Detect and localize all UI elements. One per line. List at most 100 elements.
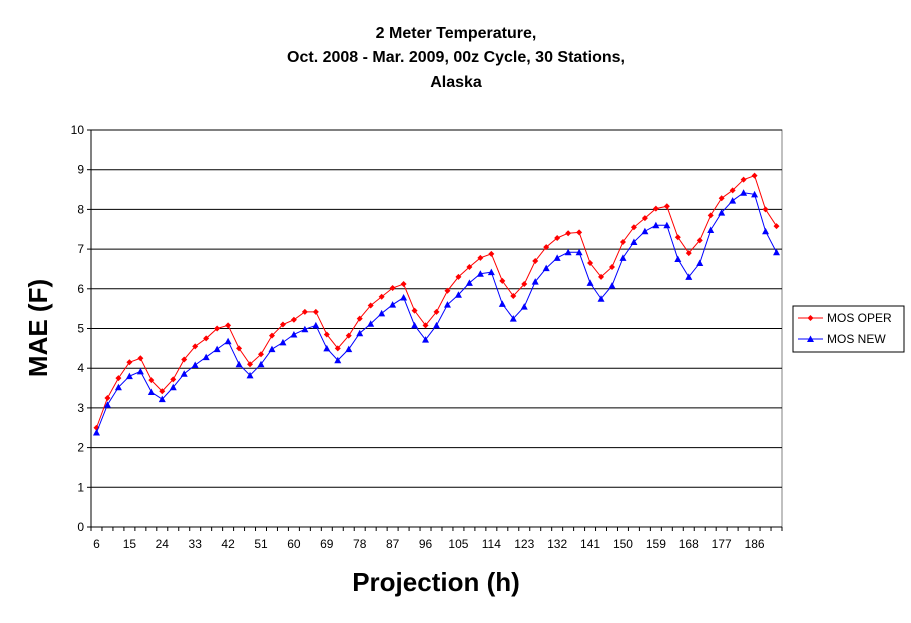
x-tick-label: 114 [482,537,501,551]
data-point-mos-new [487,268,495,276]
data-point-mos-new [553,254,561,261]
x-tick-label: 15 [123,537,137,551]
data-point-mos-oper [598,273,605,280]
data-point-mos-oper [608,263,615,270]
chart-title-line-2: Oct. 2008 - Mar. 2009, 00z Cycle, 30 Sta… [287,49,625,66]
data-point-mos-new [202,353,210,361]
data-point-mos-new [411,321,419,329]
y-tick-label: 3 [77,401,84,415]
data-point-mos-oper [433,308,440,315]
data-point-mos-oper [411,307,418,314]
data-point-mos-new [125,372,133,380]
data-point-mos-oper [236,345,243,352]
x-tick-label: 33 [189,537,203,551]
data-point-mos-oper [159,388,166,395]
data-point-mos-new [652,221,660,229]
data-point-mos-new [180,370,188,377]
gridlines [91,129,782,488]
data-point-mos-oper [674,234,681,241]
data-point-mos-new [520,303,528,310]
y-tick-label: 5 [77,322,84,336]
data-point-mos-new [773,248,781,256]
data-point-mos-oper [696,237,703,244]
y-tick-label: 4 [77,361,84,375]
data-point-mos-oper [126,359,133,366]
data-point-mos-oper [203,335,210,342]
data-point-mos-oper [619,238,626,245]
data-point-mos-oper [663,203,670,210]
data-point-mos-oper [290,316,297,323]
y-tick-label: 8 [77,202,84,216]
data-point-mos-oper [137,355,144,362]
x-tick-label: 51 [254,537,268,551]
data-point-mos-oper [422,322,429,329]
data-point-mos-new [103,401,111,408]
data-point-mos-new [509,315,517,322]
data-point-mos-oper [521,281,528,288]
data-point-mos-oper [641,215,648,222]
x-tick-label: 42 [221,537,235,551]
x-tick-label: 78 [353,537,367,551]
data-point-mos-oper [258,351,265,358]
data-point-mos-new [674,255,682,263]
data-point-mos-oper [587,259,594,266]
x-tick-label: 24 [156,537,170,551]
data-point-mos-new [729,197,737,204]
data-point-mos-oper [477,254,484,261]
y-tick-label: 0 [77,520,84,534]
legend-label-mos-new: MOS NEW [827,332,886,346]
data-point-mos-oper [707,212,714,219]
data-point-mos-new [465,279,473,286]
chart-title-line-1: 2 Meter Temperature, [376,25,537,42]
data-point-mos-oper [729,187,736,194]
data-point-mos-new [608,282,616,289]
y-axis-title: MAE (F) [23,279,53,377]
x-tick-label: 168 [679,537,699,551]
legend-box [792,305,905,353]
data-point-mos-new [136,367,144,375]
data-point-mos-new [696,259,704,266]
data-point-mos-new [630,238,638,245]
data-point-mos-new [564,248,572,256]
data-point-mos-oper [510,292,517,299]
data-point-mos-oper [762,206,769,213]
data-point-mos-new [169,383,177,391]
data-point-mos-oper [312,308,319,315]
data-point-mos-oper [181,356,188,363]
data-point-mos-new [290,330,298,338]
y-tick-label: 1 [77,480,84,494]
data-point-mos-new [422,336,430,343]
x-tick-label: 150 [613,537,633,551]
data-point-mos-oper [400,281,407,288]
chart-title-line-3: Alaska [430,74,482,91]
x-axis-title: Projection (h) [352,567,520,597]
data-point-mos-new [454,291,462,298]
data-point-mos-oper [444,287,451,294]
data-point-mos-oper [499,277,506,284]
legend: MOS OPER MOS NEW [792,305,905,353]
data-point-mos-new [92,429,100,436]
x-tick-label: 177 [712,537,732,551]
data-point-mos-new [323,344,331,352]
data-point-mos-oper [718,195,725,202]
data-point-mos-oper [279,321,286,328]
x-tick-label: 186 [745,537,765,551]
data-point-mos-oper [740,176,747,183]
data-point-mos-oper [773,223,780,230]
data-point-mos-oper [751,172,758,179]
data-point-mos-oper [466,263,473,270]
y-tick-label: 9 [77,163,84,177]
data-point-mos-oper [301,308,308,315]
data-point-mos-new [224,337,232,345]
data-point-mos-new [531,278,539,285]
legend-marker-mos-new [807,335,814,342]
chart-title: 2 Meter Temperature, Oct. 2008 - Mar. 20… [287,25,625,91]
x-tick-label: 60 [287,537,301,551]
data-point-mos-new [312,321,320,329]
data-point-mos-new [345,345,353,353]
data-point-mos-oper [323,331,330,338]
data-point-mos-new [707,226,715,234]
data-point-mos-oper [334,345,341,352]
data-point-mos-new [389,301,397,308]
